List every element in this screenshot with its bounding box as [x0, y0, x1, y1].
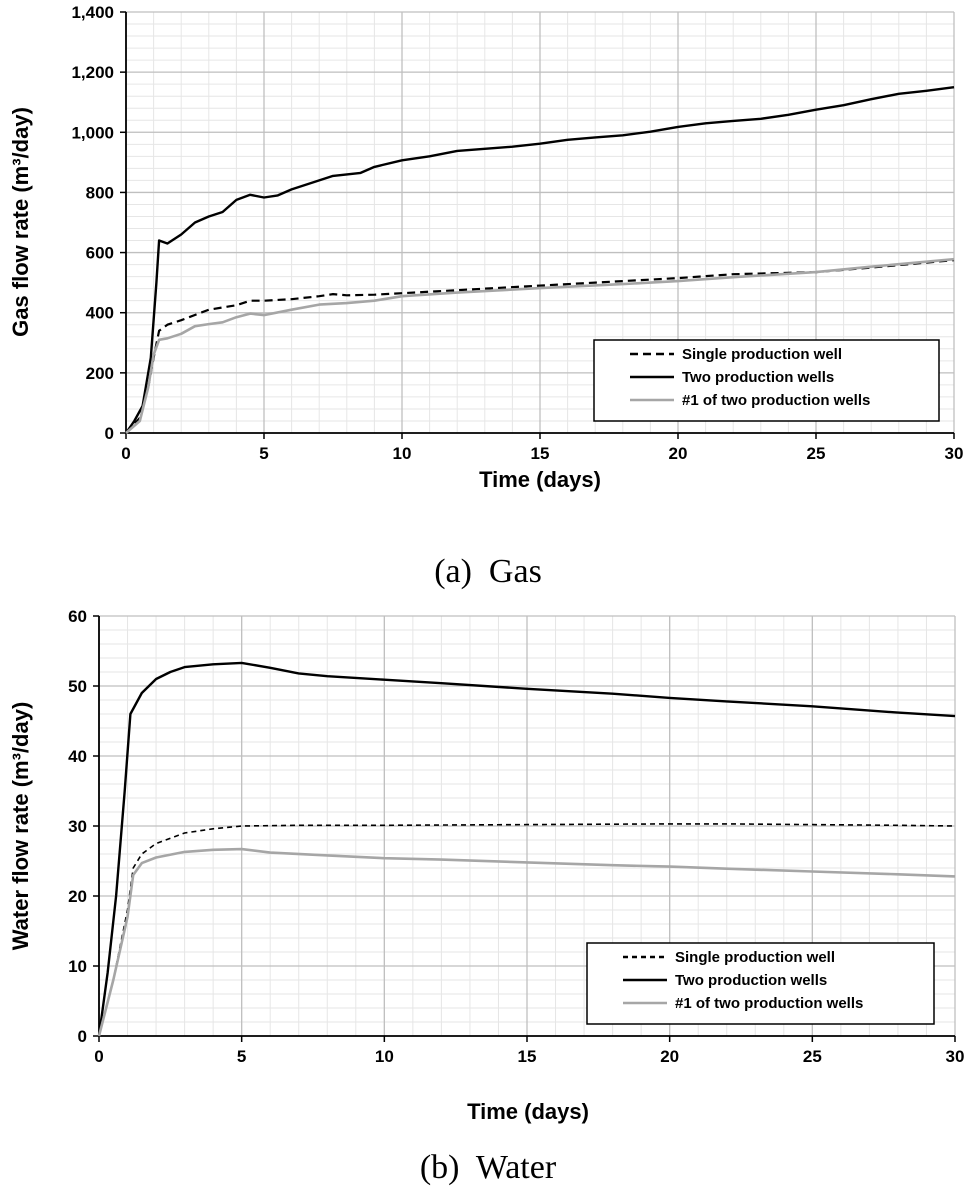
- gas-x-axis-title: Time (days): [479, 467, 601, 492]
- x-tick-label: 0: [121, 444, 130, 463]
- legend-label-2: Two production wells: [682, 369, 834, 386]
- gas-x-ticks: 0 5 10 15 20 25 30: [121, 433, 963, 463]
- water-y-ticks: 0 10 20 30 40 50 60: [68, 607, 99, 1046]
- y-tick-label: 800: [86, 183, 114, 202]
- legend-label-1: Single production well: [682, 346, 842, 363]
- legend-label-3: #1 of two production wells: [682, 392, 870, 409]
- x-tick-label: 25: [807, 444, 826, 463]
- legend-label-2: Two production wells: [675, 972, 827, 989]
- series-line-1: [125, 259, 955, 434]
- series-line-3: [125, 257, 955, 434]
- x-tick-label: 10: [393, 444, 412, 463]
- gas-y-ticks: 0 200 400 600 800 1,000 1,200 1,400: [71, 3, 126, 443]
- legend-label-1: Single production well: [675, 949, 835, 966]
- y-tick-label: 30: [68, 817, 87, 836]
- legend-label-3: #1 of two production wells: [675, 995, 863, 1012]
- y-tick-label: 1,200: [71, 63, 114, 82]
- water-series: [97, 661, 956, 1037]
- water-y-axis-title: Water flow rate (m³/day): [8, 702, 33, 951]
- y-tick-label: 600: [86, 244, 114, 263]
- gas-y-axis-title: Gas flow rate (m³/day): [8, 107, 33, 337]
- x-tick-label: 5: [237, 1047, 246, 1066]
- x-tick-label: 15: [518, 1047, 537, 1066]
- gas-legend: Single production well Two production wel…: [593, 339, 940, 422]
- series-line-2: [97, 661, 956, 1037]
- y-tick-label: 50: [68, 677, 87, 696]
- series-line-2: [125, 86, 955, 434]
- y-tick-label: 10: [68, 957, 87, 976]
- y-tick-label: 60: [68, 607, 87, 626]
- water-chart: 0 10 20 30 40 50 60 0 5 10 15 20 25 30 Water flow ra…: [8, 607, 964, 1186]
- gas-chart: 0 200 400 600 800 1,000 1,200 1,400 0 5 10 15 20 25 3…: [8, 3, 963, 590]
- water-caption: (b) Water: [420, 1149, 557, 1186]
- y-tick-label: 0: [78, 1027, 87, 1046]
- gas-series: [125, 86, 955, 434]
- y-tick-label: 400: [86, 304, 114, 323]
- y-tick-label: 1,000: [71, 123, 114, 142]
- gas-legend-box: [593, 339, 940, 422]
- x-tick-label: 20: [669, 444, 688, 463]
- x-tick-label: 30: [946, 1047, 965, 1066]
- water-x-axis-title: Time (days): [467, 1099, 589, 1124]
- y-tick-label: 0: [105, 424, 114, 443]
- y-tick-label: 20: [68, 887, 87, 906]
- x-tick-label: 10: [375, 1047, 394, 1066]
- y-tick-label: 200: [86, 364, 114, 383]
- gas-caption: (a) Gas: [434, 553, 542, 590]
- x-tick-label: 20: [660, 1047, 679, 1066]
- water-x-ticks: 0 5 10 15 20 25 30: [94, 1036, 964, 1066]
- x-tick-label: 30: [945, 444, 964, 463]
- x-tick-label: 25: [803, 1047, 822, 1066]
- x-tick-label: 0: [94, 1047, 103, 1066]
- y-tick-label: 1,400: [71, 3, 114, 22]
- x-tick-label: 15: [531, 444, 550, 463]
- y-tick-label: 40: [68, 747, 87, 766]
- x-tick-label: 5: [259, 444, 268, 463]
- series-line-3: [97, 847, 956, 1037]
- water-legend: Single production well Two production wel…: [586, 942, 935, 1025]
